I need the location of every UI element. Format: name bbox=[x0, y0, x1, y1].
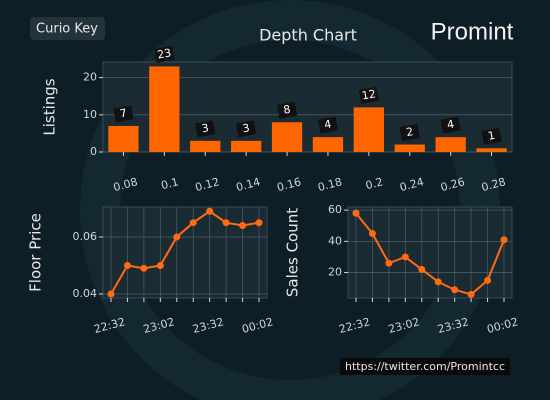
value-label-box bbox=[154, 46, 175, 63]
point bbox=[385, 259, 393, 267]
y-tick-label: 0.06 bbox=[73, 230, 98, 243]
x-tick-label: 00:02 bbox=[241, 315, 275, 336]
point bbox=[467, 290, 475, 298]
value-label: 4 bbox=[446, 118, 455, 132]
y-axis-label: Floor Price bbox=[27, 213, 45, 292]
point bbox=[206, 207, 214, 215]
bar bbox=[394, 144, 425, 152]
point bbox=[107, 290, 115, 298]
bar bbox=[353, 107, 384, 152]
value-label: 12 bbox=[361, 87, 377, 102]
y-tick-label: 20 bbox=[328, 266, 342, 279]
y-axis-label: Sales Count bbox=[284, 208, 302, 297]
value-label: 2 bbox=[405, 125, 414, 139]
value-label-box bbox=[195, 120, 216, 138]
x-tick-label: 00:02 bbox=[486, 315, 520, 336]
y-tick-label: 0.04 bbox=[73, 287, 98, 300]
x-tick-label: 0.14 bbox=[235, 175, 262, 194]
point bbox=[352, 209, 360, 217]
value-label: 23 bbox=[156, 46, 172, 61]
x-tick-label: 0.26 bbox=[439, 175, 466, 194]
value-label-box bbox=[236, 120, 257, 138]
x-tick-label: 0.08 bbox=[112, 175, 139, 194]
value-label-box bbox=[276, 101, 298, 119]
point bbox=[401, 253, 409, 261]
value-label: 8 bbox=[282, 103, 291, 117]
bar bbox=[312, 137, 344, 152]
bar bbox=[476, 148, 507, 152]
bar bbox=[149, 66, 180, 152]
point bbox=[239, 222, 247, 230]
point bbox=[222, 219, 230, 227]
bar bbox=[231, 140, 262, 152]
badge: Curio Key bbox=[36, 22, 98, 37]
footer: https://twitter.com/Promintcc bbox=[345, 360, 505, 373]
point bbox=[140, 264, 148, 272]
value-label: 3 bbox=[201, 121, 210, 135]
x-tick-label: 0.16 bbox=[276, 175, 303, 194]
value-label-box bbox=[113, 105, 134, 123]
x-tick-label: 0.24 bbox=[398, 175, 425, 194]
y-tick-label: 20 bbox=[83, 71, 97, 84]
y-tick-label: 0 bbox=[90, 145, 97, 158]
value-label: 7 bbox=[119, 106, 128, 120]
value-label-box bbox=[358, 86, 379, 104]
value-label-box bbox=[399, 124, 420, 142]
point bbox=[500, 236, 508, 244]
y-axis-label: Listings bbox=[41, 78, 59, 135]
line bbox=[355, 212, 505, 296]
bar bbox=[108, 125, 139, 152]
x-tick-label: 23:32 bbox=[191, 315, 225, 336]
point bbox=[451, 286, 459, 294]
x-tick-label: 22:32 bbox=[338, 315, 372, 336]
value-label-box bbox=[481, 127, 502, 145]
x-tick-label: 0.28 bbox=[480, 175, 507, 194]
x-tick-label: 0.2 bbox=[364, 175, 384, 192]
x-tick-label: 0.12 bbox=[194, 175, 221, 194]
point bbox=[484, 276, 492, 284]
point bbox=[434, 278, 442, 286]
point bbox=[173, 233, 181, 241]
value-label-box bbox=[317, 116, 339, 134]
chart-title: Depth Chart bbox=[259, 26, 357, 45]
badge-box bbox=[30, 17, 105, 40]
line bbox=[110, 210, 260, 295]
x-tick-label: 0.1 bbox=[160, 175, 180, 192]
point bbox=[255, 219, 263, 227]
value-label: 3 bbox=[241, 121, 250, 135]
y-tick-label: 40 bbox=[328, 234, 342, 247]
point bbox=[418, 265, 426, 273]
footer-box bbox=[340, 358, 510, 375]
bar bbox=[435, 137, 466, 152]
value-label: 1 bbox=[487, 129, 496, 143]
point bbox=[368, 230, 376, 238]
point bbox=[123, 261, 131, 269]
value-label: 4 bbox=[323, 118, 332, 132]
point bbox=[189, 219, 197, 227]
x-tick-label: 0.18 bbox=[316, 175, 343, 194]
logo: Promint bbox=[431, 18, 514, 45]
y-tick-label: 10 bbox=[83, 108, 97, 121]
y-tick-label: 60 bbox=[328, 203, 342, 216]
bar bbox=[190, 140, 221, 152]
plot-area bbox=[102, 206, 268, 299]
point bbox=[156, 261, 164, 269]
value-label-box bbox=[440, 116, 461, 134]
bar bbox=[271, 122, 303, 152]
